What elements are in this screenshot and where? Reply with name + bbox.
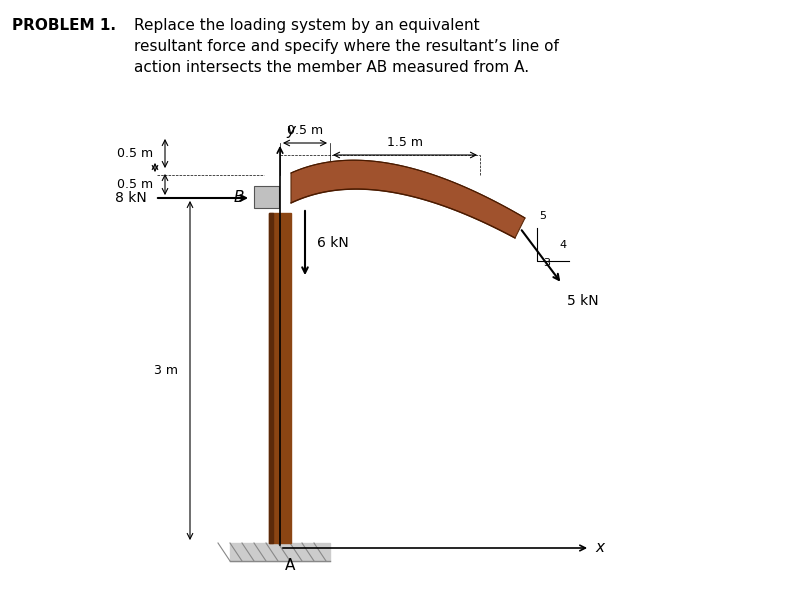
Text: 1.5 m: 1.5 m bbox=[387, 136, 423, 149]
Text: y: y bbox=[286, 123, 295, 138]
Text: 5 kN: 5 kN bbox=[567, 294, 599, 308]
Text: 3: 3 bbox=[544, 258, 551, 268]
Text: 0.5 m: 0.5 m bbox=[117, 178, 153, 191]
Text: 8 kN: 8 kN bbox=[115, 191, 147, 205]
Text: 6 kN: 6 kN bbox=[317, 236, 349, 250]
Bar bbox=[269, 213, 291, 543]
Text: 5: 5 bbox=[540, 211, 547, 221]
Bar bbox=[269, 213, 274, 543]
Text: 3 m: 3 m bbox=[154, 364, 178, 377]
Text: resultant force and specify where the resultant’s line of: resultant force and specify where the re… bbox=[134, 39, 559, 54]
Text: A: A bbox=[285, 558, 295, 573]
Text: 0.5 m: 0.5 m bbox=[287, 124, 323, 137]
Text: B: B bbox=[234, 191, 244, 206]
Text: x: x bbox=[595, 541, 604, 556]
Text: 4: 4 bbox=[559, 240, 567, 250]
Text: 0.5 m: 0.5 m bbox=[117, 147, 153, 160]
Text: Replace the loading system by an equivalent: Replace the loading system by an equival… bbox=[134, 18, 480, 33]
Bar bbox=[230, 543, 330, 561]
Polygon shape bbox=[291, 160, 525, 238]
Text: action intersects the member AB measured from A.: action intersects the member AB measured… bbox=[134, 60, 529, 75]
Text: PROBLEM 1.: PROBLEM 1. bbox=[12, 18, 116, 33]
Bar bbox=[254, 186, 279, 208]
